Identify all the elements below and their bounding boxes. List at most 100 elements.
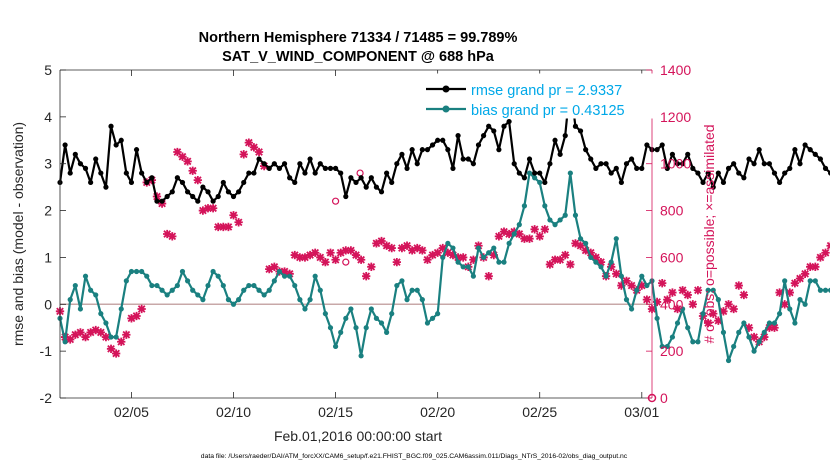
bias-point xyxy=(537,179,543,186)
bias-point xyxy=(236,297,242,303)
rmse-point xyxy=(562,133,568,139)
bias-point xyxy=(174,282,180,289)
obs-assimilated-marker xyxy=(122,330,131,339)
bias-point xyxy=(603,273,609,279)
obs-assimilated-marker xyxy=(703,318,713,328)
bias-point xyxy=(225,297,232,303)
bias-point xyxy=(307,297,313,303)
obs-assimilated-marker xyxy=(586,248,595,257)
bias-point xyxy=(736,329,742,335)
obs-assimilated-marker xyxy=(448,250,458,260)
bias-point xyxy=(700,311,706,317)
bias-point xyxy=(695,339,701,345)
bias-point xyxy=(72,282,78,289)
rmse-point xyxy=(526,156,533,162)
obs-assimilated-marker xyxy=(290,250,299,260)
rmse-point xyxy=(424,147,431,153)
rmse-point xyxy=(174,175,180,181)
rmse-point xyxy=(322,165,328,171)
obs-assimilated-marker xyxy=(734,281,743,290)
obs-assimilated-marker xyxy=(428,250,437,260)
obs-assimilated-marker xyxy=(617,281,626,290)
y-right-tick-label: 0 xyxy=(660,390,668,406)
rmse-point xyxy=(542,179,548,186)
rmse-point xyxy=(736,170,742,176)
obs-assimilated-marker xyxy=(117,337,126,346)
rmse-point xyxy=(465,156,471,162)
rmse-point xyxy=(669,151,676,157)
footer-datafile: data file: /Users/raeder/DAI/ATM_forcXX/… xyxy=(201,453,628,460)
obs-assimilated-marker xyxy=(821,248,830,257)
bias-point xyxy=(782,278,788,284)
obs-assimilated-marker xyxy=(265,264,274,274)
bias-point xyxy=(424,320,431,326)
bias-point xyxy=(409,287,415,293)
rmse-point xyxy=(363,184,369,190)
obs-assimilated-marker xyxy=(816,253,825,262)
bias-point xyxy=(567,170,573,176)
bias-point xyxy=(154,282,160,289)
bias-point xyxy=(812,278,818,284)
rmse-point xyxy=(644,142,650,148)
y-axis-label-right: # of obs: o=possible; ×=assimilated xyxy=(701,124,717,343)
rmse-point xyxy=(123,170,129,176)
rmse-point xyxy=(179,179,186,186)
y-left-ticks: -2 -1 0 1 2 3 4 5 xyxy=(40,62,66,406)
obs-assimilated-marker xyxy=(765,323,774,332)
y-left-tick-label: -2 xyxy=(40,390,53,406)
rmse-point xyxy=(93,156,99,162)
bias-point xyxy=(302,306,308,312)
bias-point xyxy=(822,287,829,293)
bias-point xyxy=(501,259,507,265)
bias-point xyxy=(613,236,619,242)
obs-assimilated-marker xyxy=(658,279,667,288)
obs-assimilated-marker xyxy=(607,262,616,271)
x-axis-label: Feb.01,2016 00:00:00 start xyxy=(274,428,442,444)
obs-assimilated-marker xyxy=(790,279,800,288)
bias-point xyxy=(475,245,482,251)
obs-assimilated-marker xyxy=(561,250,570,260)
rmse-point xyxy=(384,170,390,176)
obs-assimilated-marker xyxy=(244,138,253,147)
bias-point xyxy=(766,320,772,326)
rmse-point xyxy=(154,198,160,204)
obs-assimilated-marker xyxy=(234,218,243,227)
rmse-point xyxy=(429,142,436,148)
bias-point xyxy=(480,254,487,261)
rmse-point xyxy=(276,165,283,171)
rmse-point xyxy=(307,156,313,162)
obs-assimilated-marker xyxy=(571,239,580,248)
obs-assimilated-marker xyxy=(596,257,606,267)
rmse-point xyxy=(266,165,272,171)
obs-assimilated-marker xyxy=(714,316,723,325)
y-right-tick-label: 1000 xyxy=(660,156,691,172)
rmse-point xyxy=(690,165,696,171)
rmse-point xyxy=(751,161,757,167)
rmse-point xyxy=(710,184,716,190)
x-tick-label: 02/20 xyxy=(420,404,455,420)
bias-point xyxy=(445,240,451,246)
y-left-tick-label: 5 xyxy=(44,62,52,78)
obs-assimilated-marker xyxy=(622,276,631,286)
obs-assimilated-marker xyxy=(775,288,784,297)
bias-point xyxy=(353,325,359,331)
rmse-point xyxy=(103,184,109,190)
bias-point xyxy=(792,320,798,326)
bias-point xyxy=(465,264,471,270)
rmse-point xyxy=(358,175,364,181)
rmse-point xyxy=(62,142,68,148)
bias-point xyxy=(628,306,635,312)
rmse-point xyxy=(404,165,410,171)
obs-assimilated-marker xyxy=(208,204,218,213)
rmse-point xyxy=(761,161,767,167)
obs-assimilated-marker xyxy=(576,241,585,250)
x-ticks: 02/05 02/10 02/15 02/20 02/25 03/01 xyxy=(114,70,660,420)
rmse-point xyxy=(756,147,762,153)
rmse-point xyxy=(547,161,553,167)
rmse-point xyxy=(287,175,293,181)
rmse-point xyxy=(169,189,175,195)
bias-point xyxy=(664,343,670,350)
bias-point xyxy=(511,231,517,237)
rmse-point xyxy=(603,161,609,167)
rmse-point xyxy=(557,151,563,157)
